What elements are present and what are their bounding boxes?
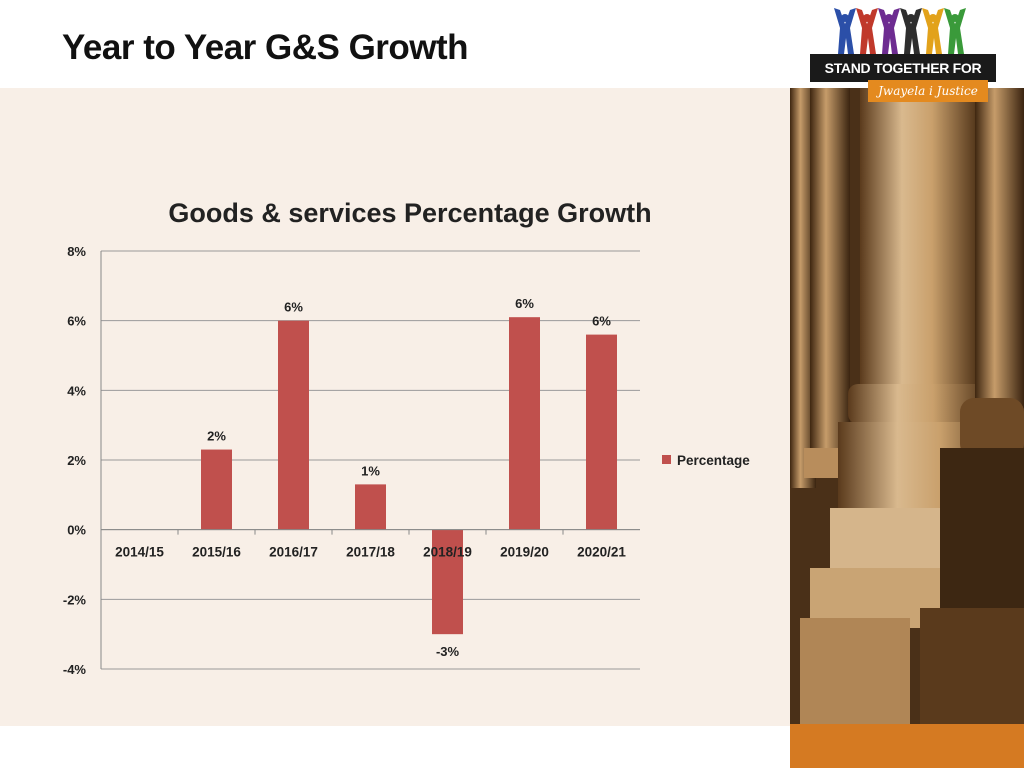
logo-figure	[922, 8, 944, 54]
data-label: 2%	[207, 429, 226, 444]
data-label: 6%	[515, 296, 534, 311]
data-label: 6%	[284, 300, 303, 315]
organization-logo: STAND TOGETHER FOR RIGHTS Jwayela i Just…	[810, 2, 998, 104]
bar	[278, 320, 309, 530]
y-tick-label: -4%	[63, 662, 87, 677]
y-axis: -4% -2% 0% 2% 4% 6% 8%	[63, 244, 102, 677]
y-tick-label: 4%	[67, 383, 86, 398]
y-tick-label: -2%	[63, 592, 87, 607]
pillars-photo	[790, 88, 1024, 724]
x-tick-label: 2014/15	[115, 545, 164, 560]
y-tick-label: 6%	[67, 314, 86, 329]
chart-panel	[0, 88, 790, 726]
bar	[355, 484, 386, 530]
bar	[586, 334, 617, 530]
logo-figure	[900, 8, 922, 54]
y-tick-label: 0%	[67, 523, 86, 538]
x-tick-label: 2015/16	[192, 545, 241, 560]
bar	[432, 529, 463, 635]
bar	[509, 317, 540, 530]
logo-figure-head	[841, 14, 849, 22]
data-label: 1%	[361, 463, 380, 478]
logo-figure-head	[929, 14, 937, 22]
people-figures-icon	[834, 8, 966, 54]
slide-title: Year to Year G&S Growth	[62, 28, 469, 67]
accent-bar	[790, 724, 1024, 768]
logo-figure-head	[885, 14, 893, 22]
x-tick-label: 2020/21	[577, 545, 626, 560]
logo-figure	[944, 8, 966, 54]
logo-figure-head	[951, 14, 959, 22]
logo-figure-head	[863, 14, 871, 22]
chart-gridlines	[101, 250, 640, 670]
logo-figure	[834, 8, 856, 54]
chart-bars: 2% 6% 1% -3% 6% 6%	[201, 296, 617, 659]
y-tick-label: 8%	[67, 244, 86, 259]
chart-legend: Percentage	[662, 453, 750, 468]
logo-figure	[856, 8, 878, 54]
logo-figure	[878, 8, 900, 54]
x-axis: 2014/15 2015/16 2016/17 2017/18 2018/19 2019/…	[100, 529, 640, 560]
x-tick-label: 2017/18	[346, 545, 395, 560]
legend-label: Percentage	[677, 453, 750, 468]
logo-sub-text: Jwayela i Justice	[868, 80, 988, 102]
x-tick-label: 2018/19	[423, 545, 472, 560]
data-label: 6%	[592, 314, 611, 329]
chart-title: Goods & services Percentage Growth	[168, 198, 651, 228]
logo-figure-head	[907, 14, 915, 22]
pillars-illustration	[790, 88, 1024, 724]
bar	[201, 449, 232, 530]
data-label: -3%	[436, 644, 460, 659]
y-tick-label: 2%	[67, 453, 86, 468]
x-tick-label: 2019/20	[500, 545, 549, 560]
legend-swatch	[662, 455, 671, 464]
x-tick-label: 2016/17	[269, 545, 318, 560]
